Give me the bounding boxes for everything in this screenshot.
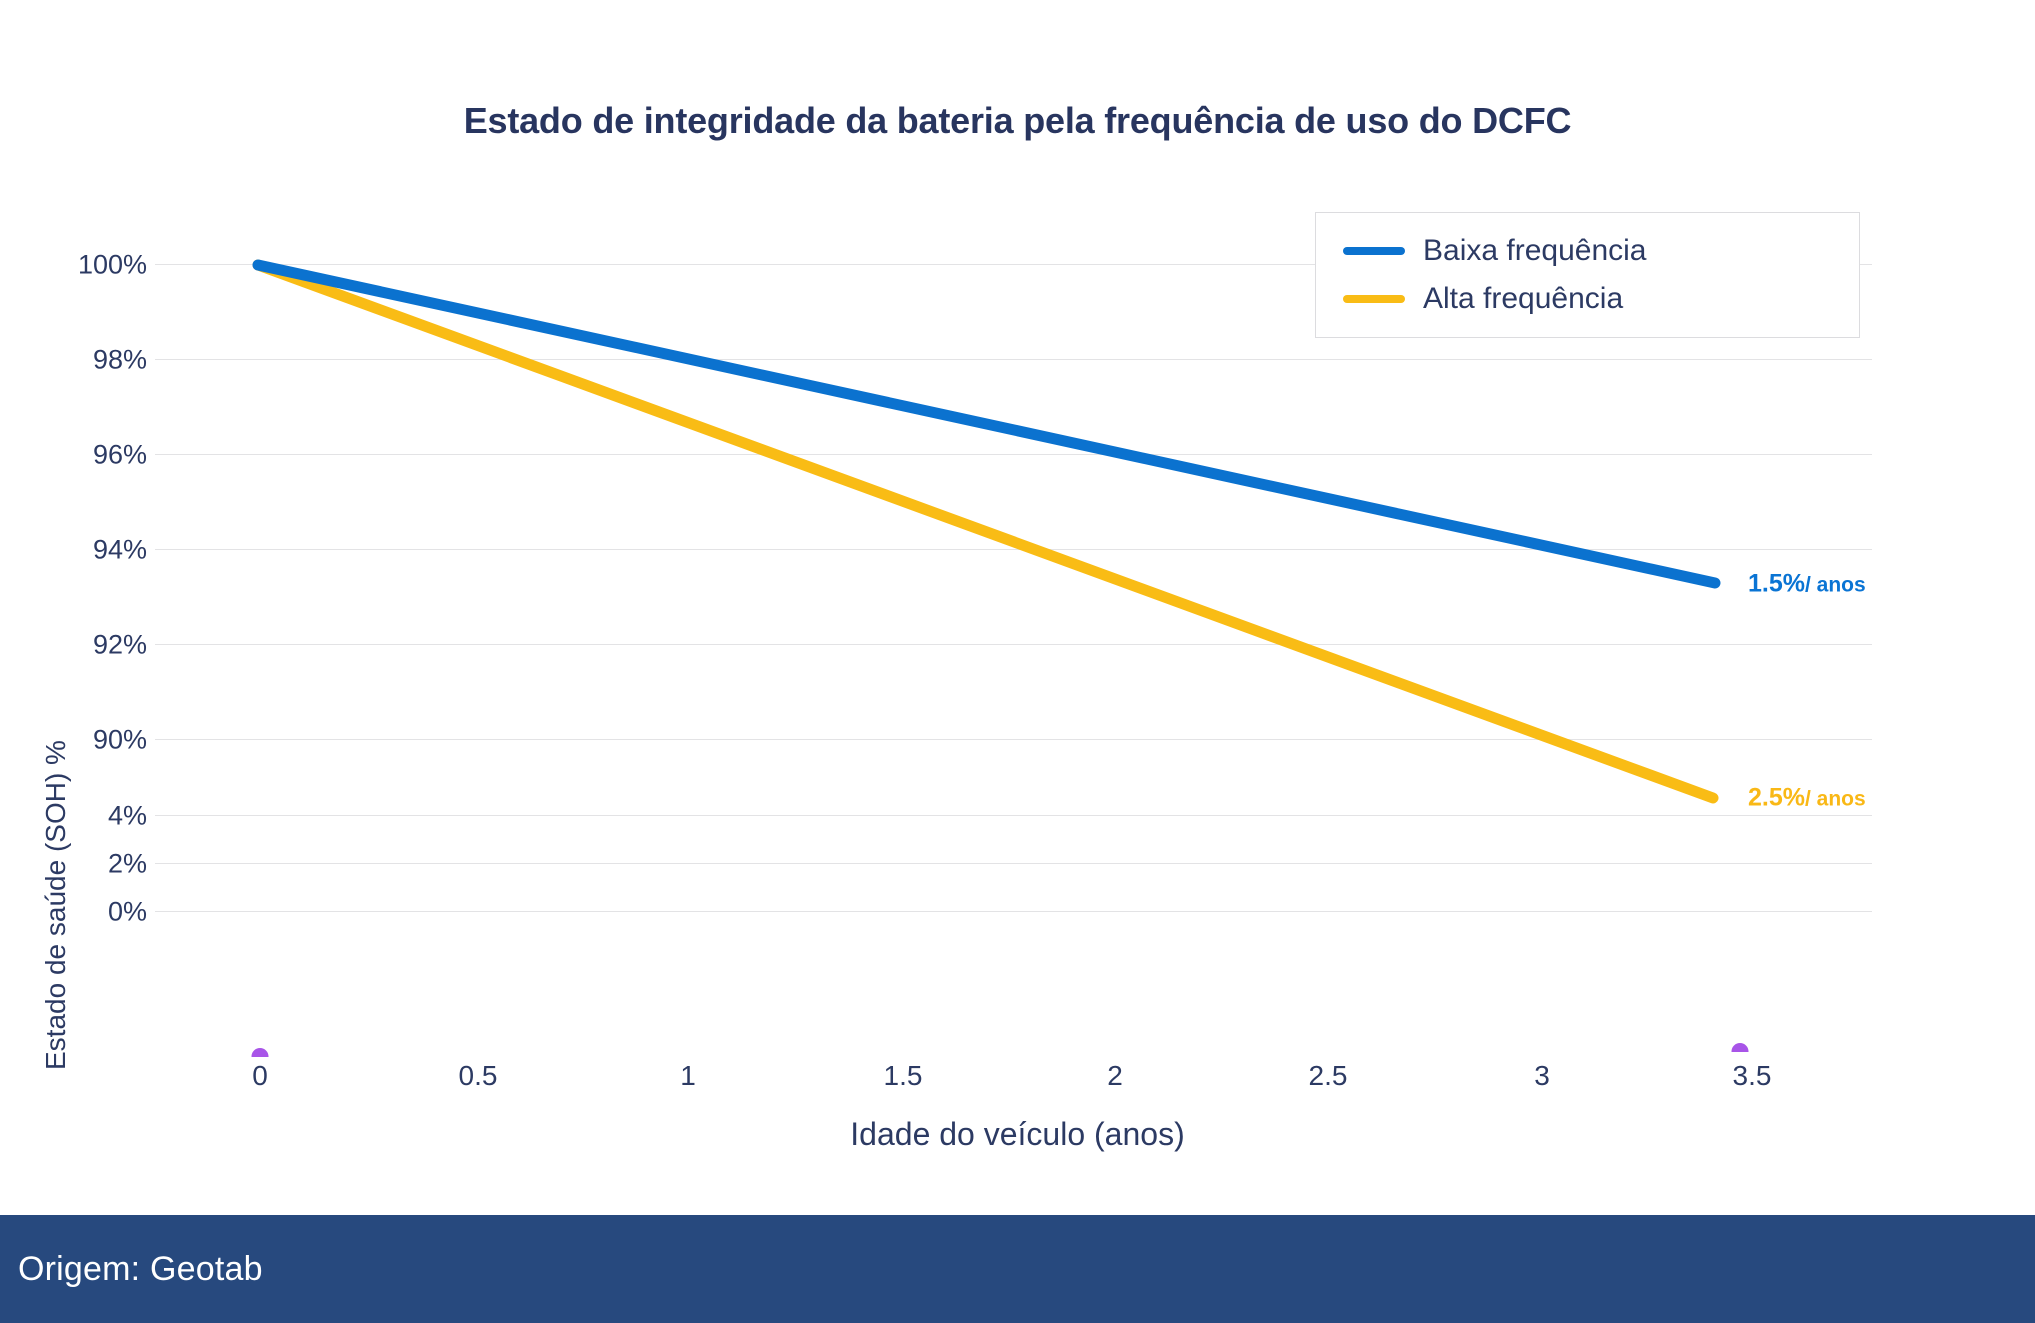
legend-label-low-frequency: Baixa frequência — [1423, 234, 1647, 267]
y-tick-label: 100% — [77, 249, 147, 280]
x-tick-label: 2 — [1107, 1060, 1123, 1091]
y-tick-label: 96% — [92, 439, 147, 470]
source-footer: Origem: Geotab — [0, 1215, 2035, 1323]
gridline-2 — [155, 863, 1872, 864]
x-tick-label: 3.5 — [1732, 1060, 1772, 1091]
y-tick-label: 98% — [92, 344, 147, 375]
gridline-90 — [155, 739, 1872, 740]
baseline-marker-icon — [251, 1048, 269, 1057]
legend-swatch-high-frequency — [1343, 295, 1405, 303]
chart-legend: Baixa frequência Alta frequência — [1315, 212, 1860, 338]
y-tick-label: 2% — [107, 848, 147, 879]
annotation-high-rate-unit: / anos — [1804, 787, 1866, 811]
plot-area — [155, 264, 1872, 1050]
gridline-4 — [155, 815, 1872, 816]
gridline-96 — [155, 454, 1872, 455]
y-tick-label: 90% — [92, 724, 147, 755]
x-tick-label: 1.5 — [883, 1060, 923, 1091]
y-axis-title: Estado de saúde (SOH) % — [40, 740, 71, 1070]
gridline-98 — [155, 359, 1872, 360]
legend-label-high-frequency: Alta frequência — [1423, 282, 1624, 315]
source-label: Origem: Geotab — [18, 1249, 263, 1288]
x-axis-title: Idade do veículo (anos) — [850, 1116, 1185, 1152]
x-tick-label: 3 — [1534, 1060, 1550, 1091]
legend-item-low-frequency[interactable]: Baixa frequência — [1343, 231, 1646, 271]
y-tick-label: 0% — [107, 896, 147, 927]
x-tick-label: 2.5 — [1308, 1060, 1348, 1091]
y-tick-label: 4% — [107, 800, 147, 831]
gridline-0 — [155, 911, 1872, 912]
annotation-high-rate-value: 2.5% — [1748, 783, 1805, 812]
gridline-94 — [155, 549, 1872, 550]
y-tick-label: 94% — [92, 534, 147, 565]
x-tick-label: 0.5 — [458, 1060, 498, 1091]
baseline-marker-icon — [1731, 1043, 1749, 1052]
annotation-low-frequency-rate: 1.5%/ anos — [1748, 570, 1866, 599]
chart-title: Estado de integridade da bateria pela fr… — [463, 100, 1572, 141]
gridline-92 — [155, 644, 1872, 645]
annotation-high-frequency-rate: 2.5%/ anos — [1748, 784, 1866, 813]
x-tick-label: 1 — [680, 1060, 696, 1091]
annotation-low-rate-unit: / anos — [1804, 573, 1866, 597]
legend-swatch-low-frequency — [1343, 247, 1405, 255]
legend-item-high-frequency[interactable]: Alta frequência — [1343, 279, 1623, 319]
y-tick-label: 92% — [92, 629, 147, 660]
x-tick-label: 0 — [252, 1060, 268, 1091]
annotation-low-rate-value: 1.5% — [1748, 569, 1805, 598]
